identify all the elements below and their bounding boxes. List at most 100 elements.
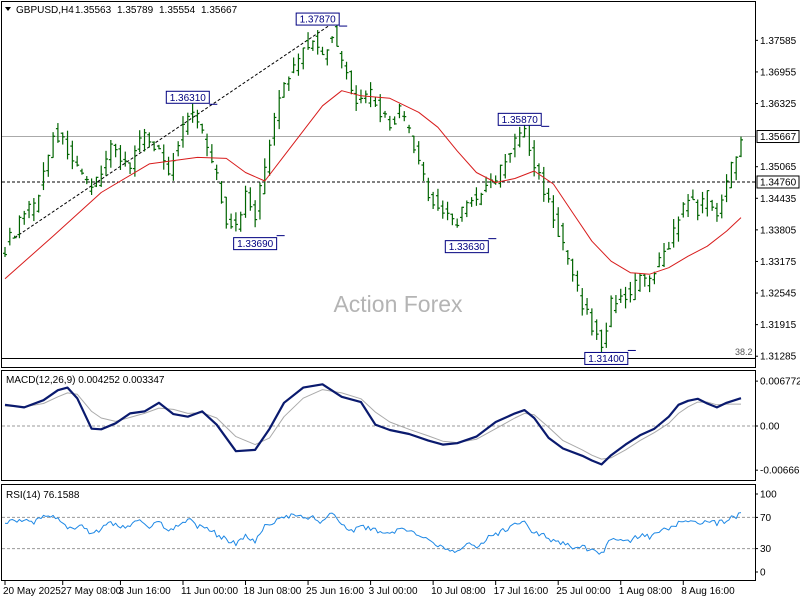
ohlc-bar	[435, 188, 440, 211]
price-axis-label: 1.33175	[760, 257, 797, 268]
ohlc-bar	[710, 199, 715, 211]
ohlc-bar	[373, 97, 378, 107]
ohlc-bar	[128, 162, 133, 174]
ohlc-bar	[31, 198, 36, 222]
ohlc-bar	[734, 156, 739, 181]
ohlc-bar	[426, 177, 431, 202]
ohlc-bar	[517, 126, 522, 148]
ohlc-bar	[41, 162, 46, 191]
watermark: Action Forex	[333, 291, 463, 317]
ohlc-bar	[714, 202, 719, 222]
macd-axis-label: 0.006772	[760, 377, 800, 388]
ohlc-bar	[729, 161, 734, 189]
price-axis-label: 1.35065	[760, 162, 797, 173]
ohlc-bar	[190, 103, 195, 123]
ohlc-bar	[378, 94, 383, 123]
ohlc-high: 1.35789	[117, 5, 154, 16]
swing-label: 1.33630	[449, 242, 486, 253]
ohlc-bar	[508, 152, 513, 163]
ohlc-bar	[383, 110, 388, 118]
ohlc-bar	[291, 57, 296, 74]
time-axis-label: 27 May 08:00	[61, 586, 122, 597]
ohlc-bar	[75, 155, 80, 167]
ohlc-bar	[686, 194, 691, 218]
price-axis-label: 1.31915	[760, 320, 797, 331]
ohlc-bar	[671, 219, 676, 248]
rsi-axis-label: 0	[760, 568, 766, 579]
rsi-axis-label: 100	[760, 490, 777, 501]
ohlc-bar	[479, 192, 484, 206]
price-axis-label: 1.33805	[760, 225, 797, 236]
ohlc-bar	[79, 168, 84, 175]
ohlc-bar	[662, 242, 667, 268]
ohlc-bar	[282, 82, 287, 98]
ohlc-open: 1.35563	[75, 5, 112, 16]
ohlc-close: 1.35667	[201, 5, 238, 16]
ohlc-bar	[719, 194, 724, 219]
ohlc-bar	[166, 156, 171, 176]
ohlc-bar	[484, 176, 489, 193]
ohlc-bar	[330, 36, 335, 44]
ohlc-low: 1.35554	[159, 5, 196, 16]
ohlc-bar	[60, 132, 65, 145]
ohlc-bar	[431, 191, 436, 209]
swing-label: 1.33690	[237, 239, 274, 250]
triangle-down-icon[interactable]	[5, 7, 11, 11]
ohlc-bar	[315, 30, 320, 55]
ohlc-bar	[286, 76, 291, 91]
ohlc-bar	[171, 152, 176, 181]
swing-label-box	[233, 237, 278, 251]
time-axis-label: 25 Jun 16:00	[306, 586, 364, 597]
ohlc-bar	[267, 139, 272, 176]
ohlc-bar	[407, 124, 412, 134]
ohlc-bar	[657, 252, 662, 268]
ohlc-bar	[320, 46, 325, 56]
ohlc-bar	[123, 151, 128, 167]
ohlc-bar	[392, 116, 397, 125]
swing-label-box	[295, 12, 340, 26]
swing-label: 1.35870	[502, 115, 539, 126]
swing-label-box	[584, 351, 629, 365]
rsi-layer	[2, 512, 755, 555]
ohlc-bar	[118, 145, 123, 170]
symbol-timeframe: GBPUSD,H4	[16, 5, 74, 16]
ohlc-bar	[339, 51, 344, 69]
macd-axis-label: 0.00	[760, 422, 780, 433]
ohlc-bar	[599, 329, 604, 353]
time-axis-label: 25 Jul 00:00	[556, 586, 611, 597]
ohlc-bar	[253, 200, 258, 228]
trendline	[14, 23, 333, 239]
ohlc-bar	[585, 298, 590, 315]
ohlc-bar	[690, 189, 695, 201]
macd-layer	[2, 383, 755, 466]
ohlc-bar	[628, 281, 633, 303]
ohlc-bar	[36, 194, 41, 213]
ohlc-bar	[637, 273, 642, 292]
price-axis-label: 1.36955	[760, 67, 797, 78]
ohlc-bar	[666, 241, 671, 250]
swing-label-box	[444, 240, 489, 254]
ohlc-bar	[556, 207, 561, 238]
swing-label: 1.36310	[170, 93, 207, 104]
ohlc-bar	[676, 216, 681, 242]
ohlc-bar	[27, 200, 32, 219]
ohlc-bar	[623, 286, 628, 309]
ohlc-bar	[705, 190, 710, 217]
time-axis-label: 1 Aug 08:00	[619, 586, 673, 597]
macd-line	[4, 383, 742, 466]
time-axis-label: 11 Jun 00:00	[181, 586, 239, 597]
ohlc-bar	[416, 141, 421, 165]
ohlc-bar	[642, 273, 647, 287]
ohlc-bar	[498, 164, 503, 188]
ohlc-bar	[65, 130, 70, 160]
ohlc-bar	[277, 90, 282, 130]
ohlc-bar	[609, 295, 614, 328]
price-axis-label: 1.37585	[760, 36, 797, 47]
ohlc-bar	[739, 136, 743, 158]
rsi-panel	[1, 484, 756, 581]
ohlc-bar	[12, 235, 17, 239]
ohlc-bar	[7, 227, 12, 246]
ohlc-bar	[561, 222, 566, 251]
ohlc-bar	[238, 211, 243, 232]
ohlc-bar	[618, 288, 623, 303]
